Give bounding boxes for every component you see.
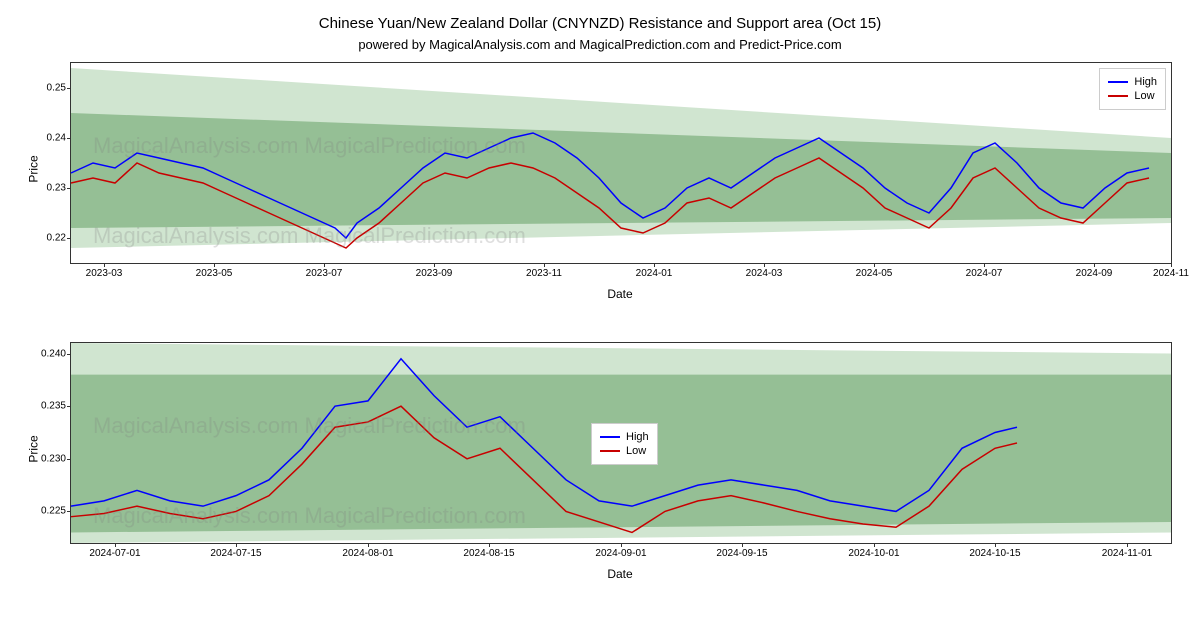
legend-label-low: Low [1134, 90, 1154, 102]
chart-svg-top [71, 63, 1171, 263]
legend-label-low: Low [626, 445, 646, 457]
y-tick-label: 0.25 [47, 83, 71, 94]
plot-area-top: MagicalAnalysis.com MagicalPrediction.co… [70, 62, 1172, 264]
y-tick-label: 0.235 [41, 401, 71, 412]
plot-area-bottom: MagicalAnalysis.com MagicalPrediction.co… [70, 342, 1172, 544]
x-tick-label: 2024-01 [636, 263, 673, 279]
x-tick-label: 2023-07 [306, 263, 343, 279]
legend-line-high [1108, 81, 1128, 83]
y-tick-label: 0.225 [41, 506, 71, 517]
x-tick-label: 2023-05 [196, 263, 233, 279]
x-axis-title-top: Date [70, 287, 1170, 301]
x-tick-label: 2024-08-01 [342, 543, 393, 559]
x-tick-label: 2024-03 [746, 263, 783, 279]
x-tick-label: 2023-03 [86, 263, 123, 279]
x-tick-label: 2023-09 [416, 263, 453, 279]
y-tick-label: 0.22 [47, 233, 71, 244]
y-axis-title-top: Price [27, 155, 41, 182]
x-axis-title-bottom: Date [70, 567, 1170, 581]
legend-line-low [600, 450, 620, 452]
legend-label-high: High [626, 431, 649, 443]
x-tick-label: 2024-07 [966, 263, 1003, 279]
x-tick-label: 2024-07-01 [89, 543, 140, 559]
legend-line-low [1108, 95, 1128, 97]
x-tick-label: 2024-09-01 [595, 543, 646, 559]
y-axis-title-bottom: Price [27, 435, 41, 462]
y-tick-label: 0.230 [41, 453, 71, 464]
chart-bottom: MagicalAnalysis.com MagicalPrediction.co… [10, 342, 1190, 602]
legend-bottom: High Low [591, 423, 658, 465]
y-tick-label: 0.24 [47, 133, 71, 144]
chart-title: Chinese Yuan/New Zealand Dollar (CNYNZD)… [10, 15, 1190, 32]
x-tick-label: 2024-11-01 [1102, 543, 1152, 559]
chart-top: MagicalAnalysis.com MagicalPrediction.co… [10, 62, 1190, 322]
x-tick-label: 2024-05 [856, 263, 893, 279]
y-tick-label: 0.23 [47, 183, 71, 194]
x-tick-label: 2024-09 [1076, 263, 1113, 279]
legend-label-high: High [1134, 76, 1157, 88]
x-tick-label: 2024-11 [1153, 263, 1189, 279]
x-tick-label: 2024-09-15 [716, 543, 767, 559]
x-tick-label: 2023-11 [526, 263, 562, 279]
x-tick-label: 2024-10-01 [848, 543, 899, 559]
x-tick-label: 2024-08-15 [463, 543, 514, 559]
legend-line-high [600, 436, 620, 438]
legend-item-high: High [600, 431, 649, 443]
chart-subtitle: powered by MagicalAnalysis.com and Magic… [10, 37, 1190, 52]
x-tick-label: 2024-10-15 [969, 543, 1020, 559]
legend-item-high: High [1108, 76, 1157, 88]
legend-item-low: Low [1108, 90, 1157, 102]
legend-item-low: Low [600, 445, 649, 457]
x-tick-label: 2024-07-15 [210, 543, 261, 559]
y-tick-label: 0.240 [41, 348, 71, 359]
legend-top: High Low [1099, 68, 1166, 110]
